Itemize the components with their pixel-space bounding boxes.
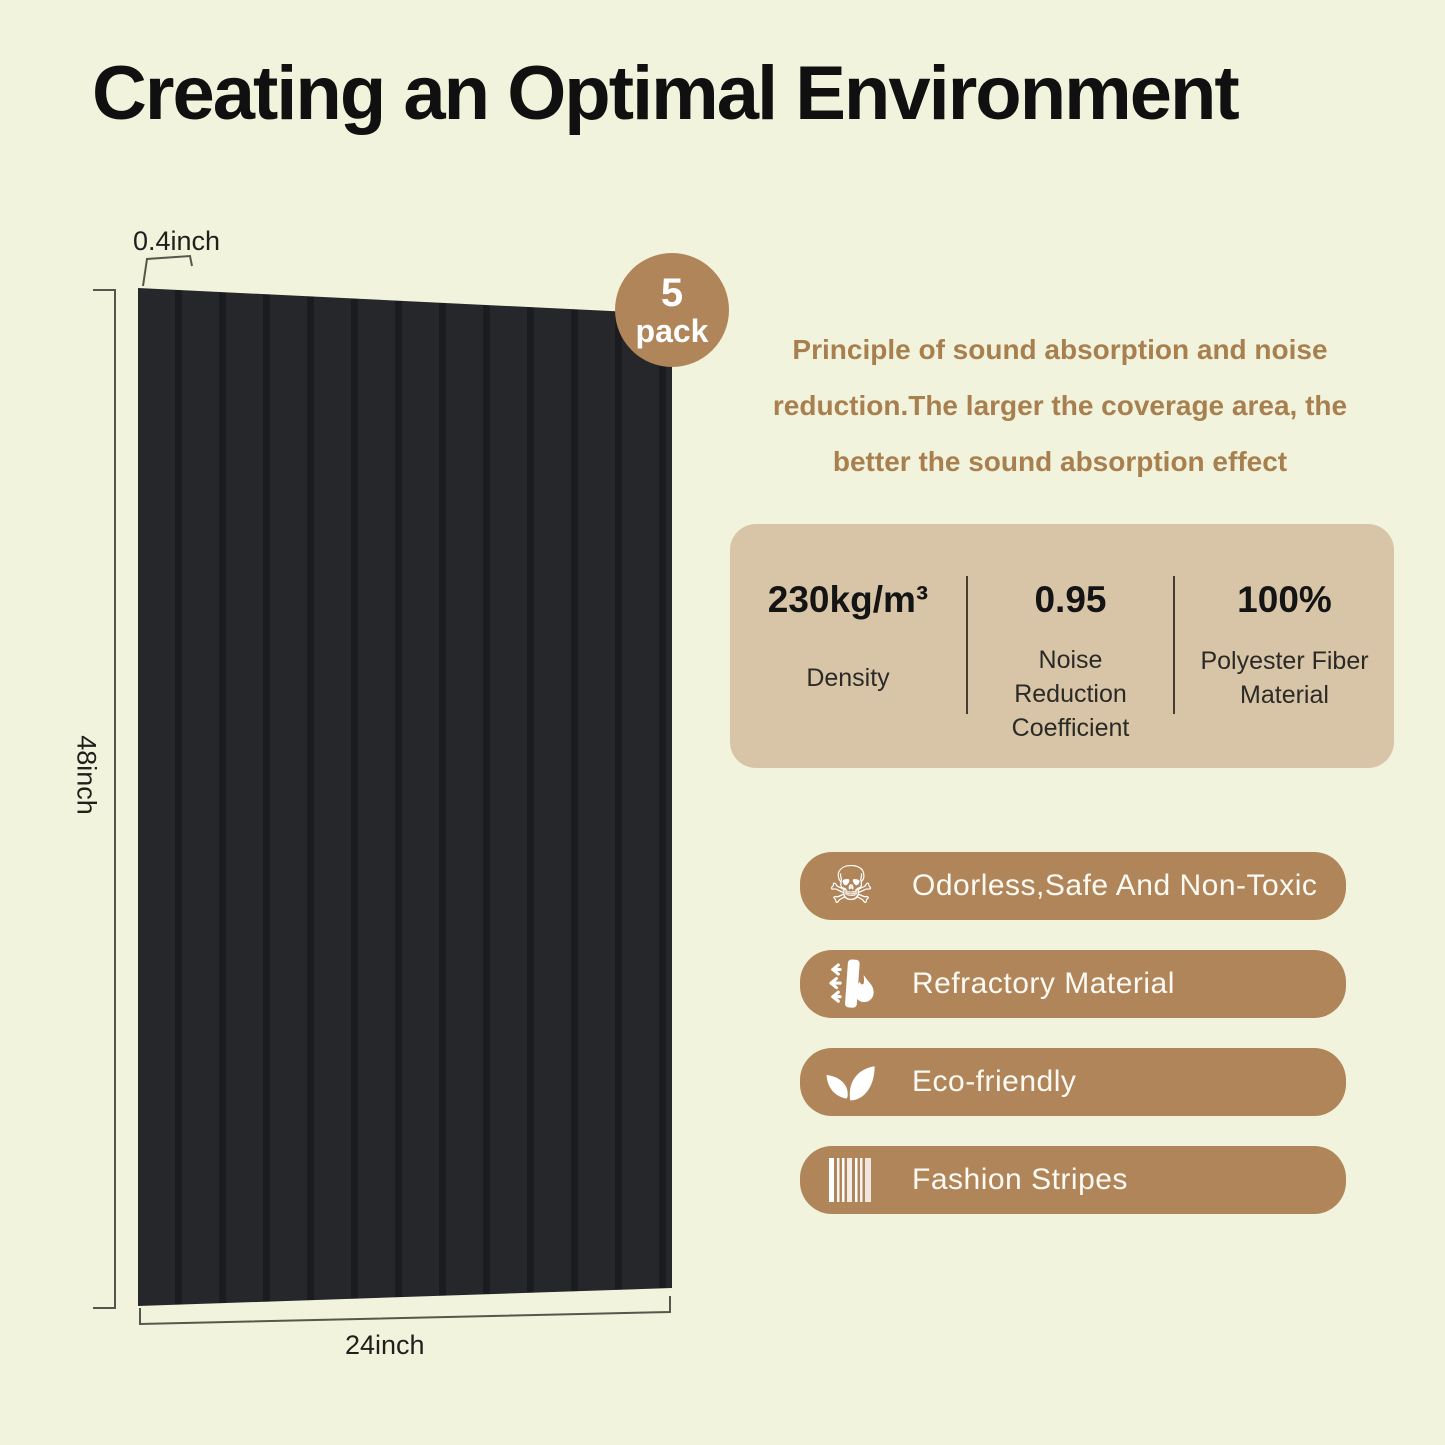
intro-paragraph: Principle of sound absorption and noise … bbox=[700, 322, 1420, 490]
eco-leaf-icon bbox=[820, 1051, 882, 1113]
spec-divider bbox=[966, 576, 968, 714]
spec-material-label: Polyester Fiber Material bbox=[1200, 646, 1369, 709]
feature-label: Fashion Stripes bbox=[912, 1163, 1128, 1196]
spec-nrc-value: 0.95 bbox=[1034, 579, 1107, 620]
spec-material: 100% Polyester Fiber Material bbox=[1175, 524, 1394, 768]
feature-pill-refractory: Refractory Material bbox=[800, 950, 1346, 1018]
feature-pill-eco: Eco-friendly bbox=[800, 1048, 1346, 1116]
spec-density: 230kg/m³ Density bbox=[730, 524, 966, 768]
spec-nrc: 0.95 Noise Reduction Coefficient bbox=[968, 524, 1173, 768]
height-label: 48inch bbox=[71, 735, 102, 815]
skull-crossbones-icon: ☠ bbox=[827, 856, 875, 916]
intro-line: reduction.The larger the coverage area, … bbox=[772, 390, 1348, 421]
pack-count-badge: 5 pack bbox=[615, 253, 729, 367]
feature-pill-non-toxic: ☠ Odorless,Safe And Non-Toxic bbox=[800, 852, 1346, 920]
stripes-icon bbox=[820, 1149, 882, 1211]
pack-count-number: 5 bbox=[660, 271, 684, 315]
feature-label: Eco-friendly bbox=[912, 1065, 1077, 1098]
spec-nrc-label: Noise Reduction Coefficient bbox=[1011, 645, 1130, 742]
spec-divider bbox=[1173, 576, 1175, 714]
spec-density-value: 230kg/m³ bbox=[767, 579, 929, 620]
feature-label: Refractory Material bbox=[912, 967, 1175, 1000]
spec-card: 230kg/m³ Density 0.95 Noise Reduction Co… bbox=[730, 524, 1394, 768]
page-title: Creating an Optimal Environment bbox=[92, 51, 1240, 136]
feature-pill-stripes: Fashion Stripes bbox=[800, 1146, 1346, 1214]
pack-count-word: pack bbox=[635, 313, 709, 349]
intro-line: better the sound absorption effect bbox=[832, 446, 1288, 477]
thickness-label: 0.4inch bbox=[133, 226, 221, 256]
spec-density-label: Density bbox=[806, 663, 890, 692]
spec-material-value: 100% bbox=[1237, 579, 1332, 620]
feature-label: Odorless,Safe And Non-Toxic bbox=[912, 869, 1318, 902]
fireproof-icon bbox=[820, 953, 882, 1015]
width-label: 24inch bbox=[345, 1330, 425, 1360]
intro-line: Principle of sound absorption and noise bbox=[792, 334, 1328, 365]
acoustic-panel-image bbox=[138, 288, 672, 1306]
